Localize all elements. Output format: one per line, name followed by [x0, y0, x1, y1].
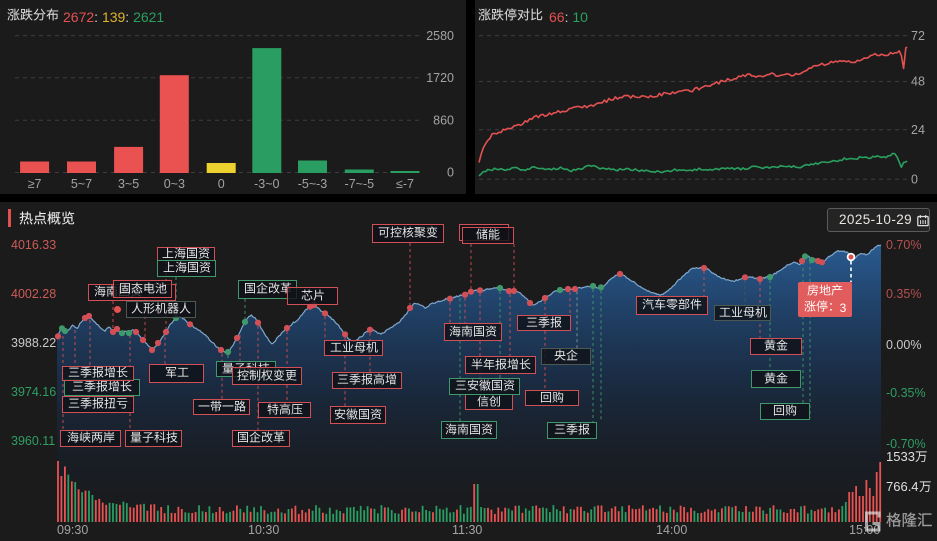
- svg-text:0: 0: [911, 172, 918, 186]
- svg-text:24: 24: [911, 123, 925, 137]
- svg-text:-3~0: -3~0: [254, 177, 279, 191]
- svg-text:1720: 1720: [426, 71, 454, 85]
- svg-text:72: 72: [911, 29, 925, 43]
- svg-text:≥7: ≥7: [28, 177, 42, 191]
- svg-text:3~5: 3~5: [118, 177, 139, 191]
- svg-text:5~7: 5~7: [71, 177, 92, 191]
- svg-text:48: 48: [911, 75, 925, 89]
- svg-text:2580: 2580: [426, 29, 454, 43]
- svg-text:860: 860: [433, 114, 454, 128]
- svg-text:0: 0: [218, 177, 225, 191]
- svg-text:≤-7: ≤-7: [396, 177, 414, 191]
- svg-text:-5~-3: -5~-3: [298, 177, 328, 191]
- svg-text:0~3: 0~3: [164, 177, 185, 191]
- svg-text:0: 0: [447, 166, 454, 180]
- svg-text:-7~-5: -7~-5: [345, 177, 375, 191]
